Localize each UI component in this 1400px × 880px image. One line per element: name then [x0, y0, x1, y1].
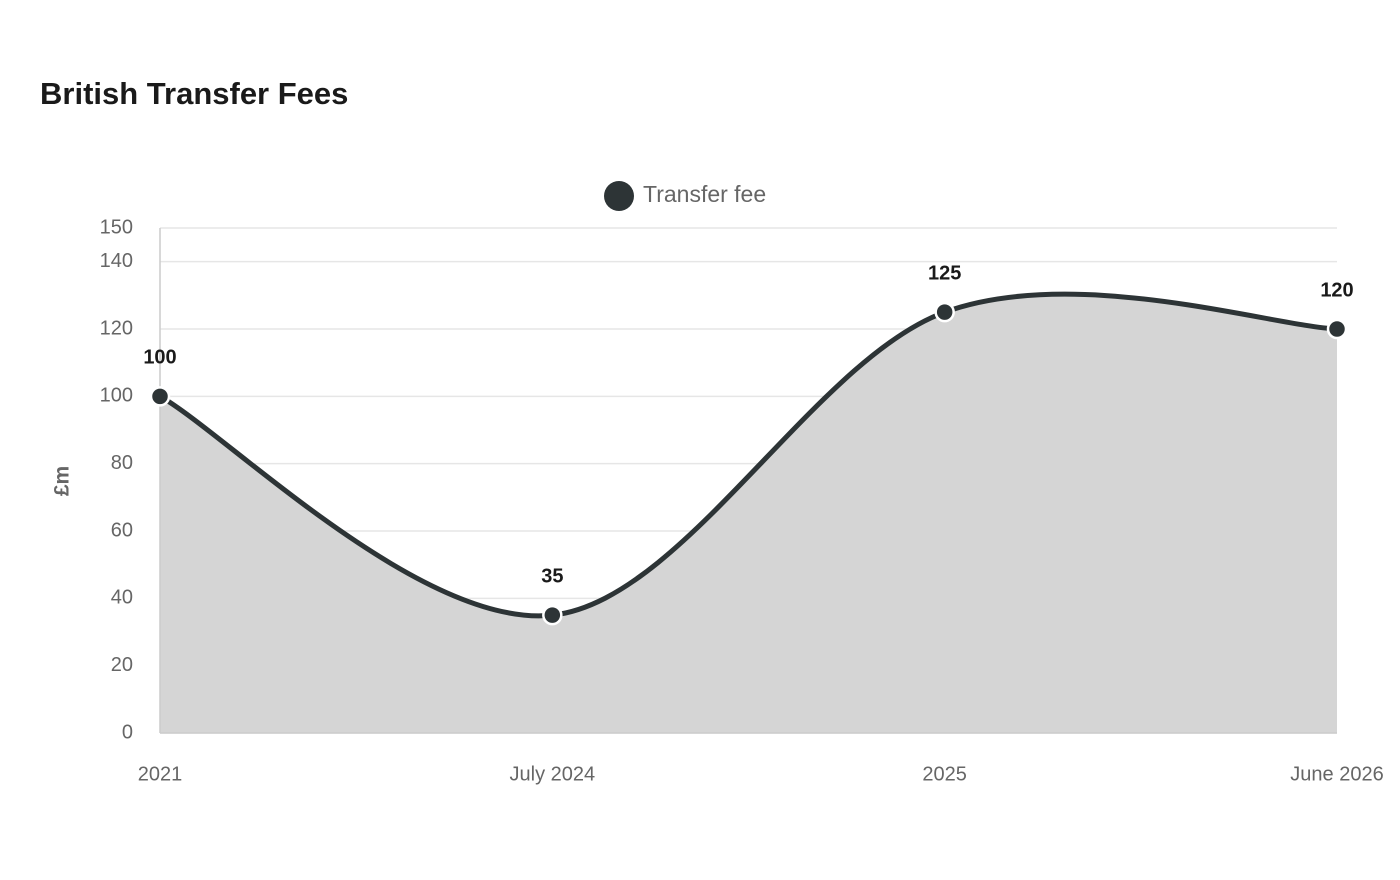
chart-title: British Transfer Fees	[40, 76, 348, 111]
x-tick-label: June 2026	[1290, 763, 1383, 785]
y-tick-label: 100	[100, 385, 133, 407]
y-tick-label: 60	[111, 519, 133, 541]
y-tick-label: 0	[122, 721, 133, 743]
point	[542, 604, 563, 626]
data-label: 120	[1320, 279, 1353, 301]
x-tick-label: 2021	[138, 763, 183, 785]
y-tick-label: 80	[111, 452, 133, 474]
legend-label: Transfer fee	[643, 181, 766, 207]
point	[149, 386, 171, 407]
y-tick-label: 120	[100, 317, 133, 339]
data-label: 35	[541, 565, 563, 587]
y-axis-title: £m	[51, 466, 74, 496]
point	[1326, 318, 1348, 340]
point	[934, 301, 955, 323]
legend-marker	[604, 181, 634, 211]
x-tick-label: July 2024	[510, 763, 596, 785]
data-label: 100	[143, 347, 176, 369]
y-tick-label: 150	[100, 216, 133, 238]
y-tick-label: 20	[111, 654, 133, 676]
y-tick-label: 40	[111, 587, 133, 609]
line	[158, 291, 1338, 619]
x-tick-label: 2025	[922, 763, 967, 785]
area	[160, 294, 1337, 733]
data-label: 125	[928, 262, 961, 284]
y-tick-label: 140	[100, 250, 133, 272]
